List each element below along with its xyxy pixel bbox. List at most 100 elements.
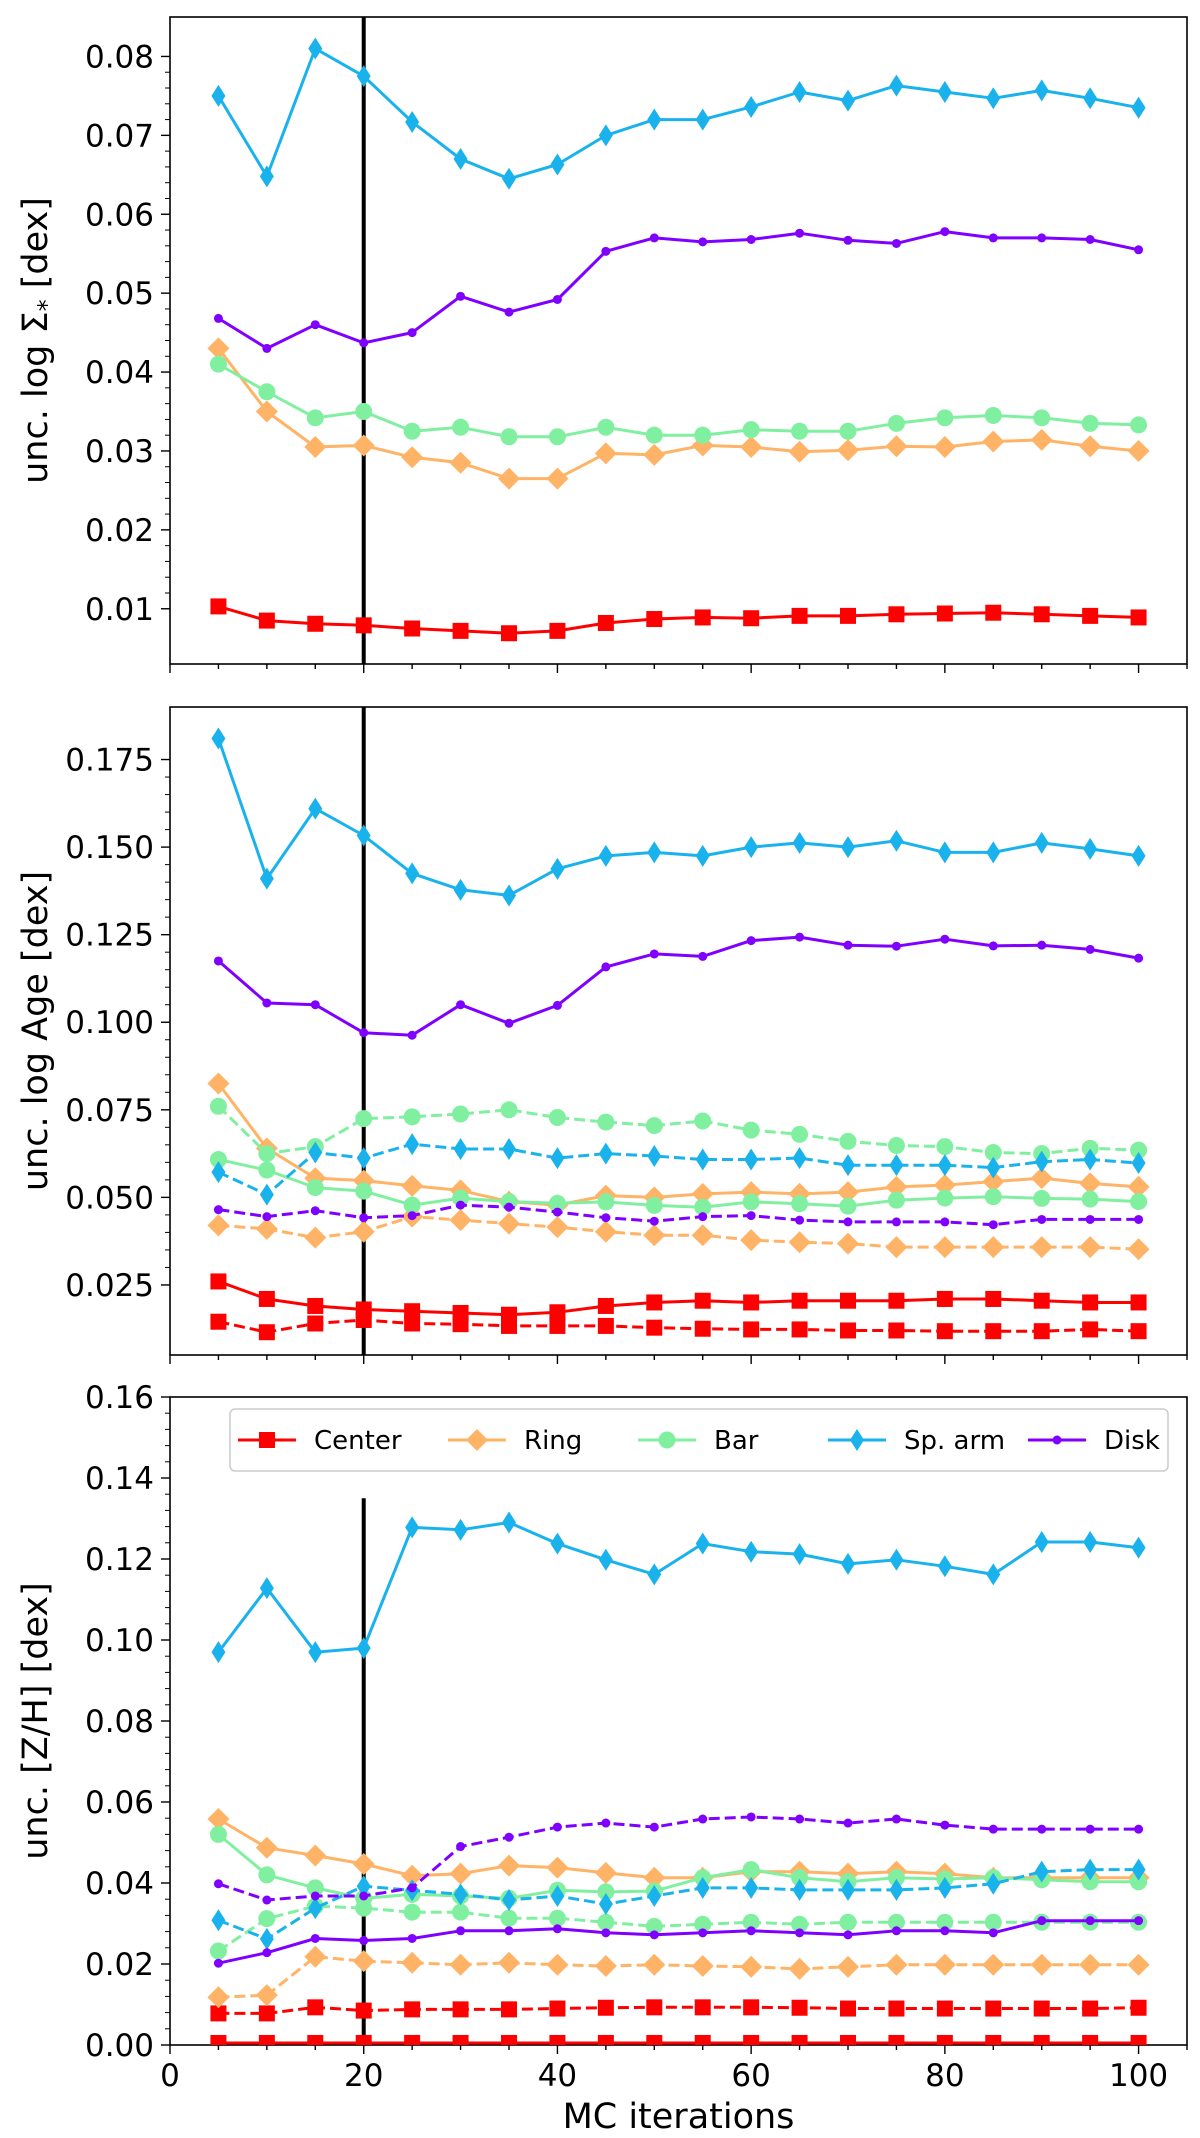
series-center-dashed bbox=[210, 1311, 1147, 1341]
data-point bbox=[500, 1101, 518, 1119]
y-tick-label: 0.100 bbox=[65, 1005, 154, 1041]
data-point bbox=[355, 1182, 373, 1200]
data-point bbox=[552, 1000, 562, 1010]
data-point bbox=[936, 1913, 954, 1931]
data-point bbox=[795, 228, 805, 238]
data-point bbox=[501, 625, 517, 642]
data-point bbox=[456, 1000, 466, 1010]
data-point bbox=[740, 1229, 763, 1252]
data-point bbox=[597, 1883, 615, 1901]
data-point bbox=[255, 400, 278, 423]
data-point bbox=[791, 1292, 808, 1309]
data-point bbox=[1033, 409, 1051, 427]
data-point bbox=[839, 1197, 857, 1215]
data-point bbox=[1127, 1238, 1150, 1261]
y-tick-label: 0.16 bbox=[85, 1380, 154, 1416]
data-point bbox=[1134, 1916, 1144, 1926]
data-point bbox=[403, 1108, 421, 1126]
data-point bbox=[449, 1953, 472, 1976]
data-point bbox=[985, 1290, 1002, 1307]
data-point bbox=[403, 422, 421, 440]
data-point bbox=[936, 1189, 954, 1207]
data-point bbox=[597, 418, 615, 436]
data-point bbox=[986, 1156, 1001, 1179]
data-point bbox=[601, 962, 611, 972]
y-tick-label: 0.08 bbox=[85, 1704, 154, 1740]
data-point bbox=[501, 2001, 517, 2018]
data-point bbox=[843, 1930, 853, 1940]
series-line bbox=[217, 230, 1139, 350]
data-point bbox=[984, 406, 1002, 424]
data-point bbox=[936, 2000, 953, 2017]
data-point bbox=[211, 1641, 226, 1664]
data-point bbox=[744, 1148, 759, 1171]
data-point bbox=[452, 1105, 470, 1123]
data-point bbox=[211, 1909, 226, 1932]
y-tick-label: 0.02 bbox=[85, 513, 154, 549]
y-tick-label: 0.075 bbox=[65, 1093, 154, 1129]
data-point bbox=[258, 383, 276, 401]
data-point bbox=[355, 2002, 372, 2019]
data-point bbox=[698, 951, 708, 961]
data-point bbox=[304, 1844, 327, 1867]
data-point bbox=[937, 1876, 952, 1899]
series-bar-dashed bbox=[209, 1897, 1148, 1960]
data-point bbox=[643, 1224, 666, 1247]
data-point bbox=[985, 1323, 1002, 1340]
data-point bbox=[407, 1933, 417, 1943]
data-point bbox=[306, 1879, 324, 1897]
data-point bbox=[405, 1516, 420, 1539]
data-point bbox=[405, 110, 420, 133]
data-point bbox=[694, 426, 712, 444]
data-point bbox=[456, 1926, 466, 1936]
data-point bbox=[1127, 1175, 1150, 1198]
legend-label: Sp. arm bbox=[904, 1426, 1005, 1456]
series-center-solid bbox=[210, 598, 1147, 642]
data-point bbox=[743, 1321, 760, 1338]
data-point bbox=[691, 1182, 714, 1205]
series-disk-dashed bbox=[213, 1812, 1144, 1905]
data-point bbox=[504, 1018, 514, 1028]
data-point bbox=[695, 1876, 710, 1899]
data-point bbox=[837, 1181, 859, 1204]
data-point bbox=[207, 337, 230, 360]
data-point bbox=[207, 1808, 230, 1831]
x-tick-label: 20 bbox=[344, 2058, 383, 2094]
data-point bbox=[1131, 844, 1146, 867]
data-point bbox=[209, 1825, 227, 1843]
data-point bbox=[936, 2034, 953, 2045]
data-point bbox=[1033, 2000, 1050, 2017]
data-point bbox=[887, 1869, 905, 1887]
data-point bbox=[742, 1913, 760, 1931]
data-point bbox=[988, 1220, 998, 1230]
data-point bbox=[546, 1216, 569, 1239]
data-point bbox=[597, 2034, 614, 2045]
data-point bbox=[258, 1161, 276, 1179]
data-point bbox=[841, 89, 855, 112]
data-point bbox=[359, 1891, 369, 1901]
data-point bbox=[746, 1926, 756, 1936]
legend-marker bbox=[259, 1432, 275, 1448]
data-point bbox=[356, 1875, 371, 1898]
data-point bbox=[646, 611, 663, 628]
data-point bbox=[1130, 609, 1147, 626]
data-point bbox=[546, 1856, 569, 1879]
data-point bbox=[502, 1889, 516, 1912]
data-point bbox=[352, 1852, 375, 1875]
data-point bbox=[359, 1213, 369, 1223]
y-tick-label: 0.02 bbox=[85, 1947, 154, 1983]
series-disk-dashed bbox=[213, 1200, 1144, 1230]
data-point bbox=[891, 1814, 901, 1824]
y-tick-label: 0.01 bbox=[85, 592, 154, 628]
data-point bbox=[1134, 1214, 1144, 1224]
legend-item-bar: Bar bbox=[638, 1426, 759, 1456]
data-point bbox=[501, 2034, 517, 2045]
data-point bbox=[940, 1926, 950, 1936]
data-point bbox=[742, 1121, 760, 1139]
data-point bbox=[258, 1290, 275, 1307]
data-point bbox=[1130, 1323, 1147, 1340]
data-point bbox=[207, 1072, 230, 1095]
data-point bbox=[307, 1297, 324, 1314]
data-point bbox=[792, 1878, 807, 1901]
y-tick-label: 0.07 bbox=[85, 118, 154, 154]
